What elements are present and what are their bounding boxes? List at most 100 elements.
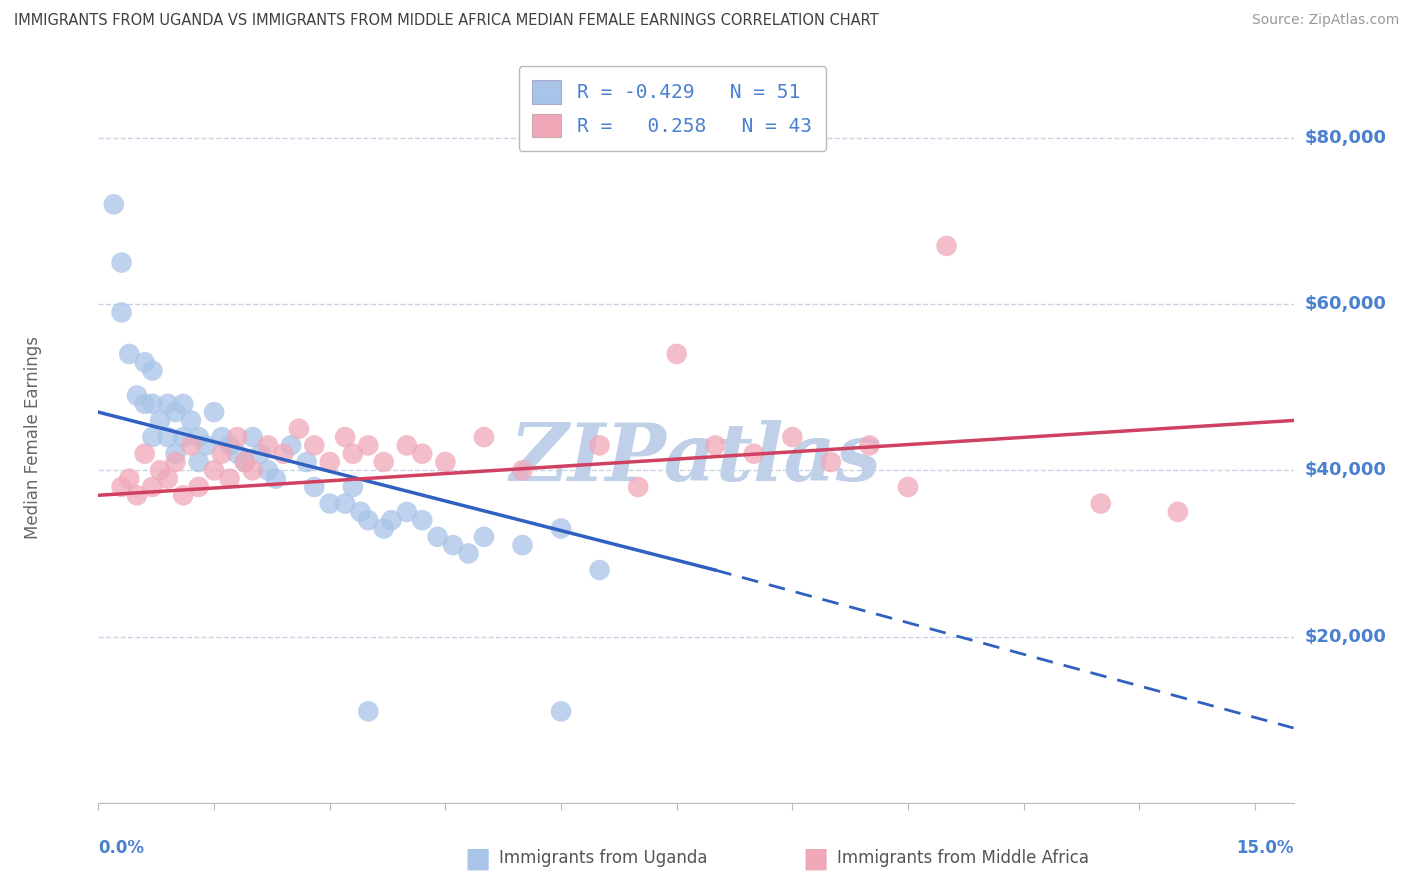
Text: Source: ZipAtlas.com: Source: ZipAtlas.com (1251, 13, 1399, 28)
Point (187, 455, 209, 469)
Text: 0.0%: 0.0% (98, 839, 145, 857)
Point (156, 430, 179, 444)
Point (1167, 505, 1189, 519)
Point (172, 397, 194, 411)
Point (141, 363, 163, 377)
Point (858, 438, 880, 452)
Point (319, 455, 342, 469)
Text: $40,000: $40,000 (1305, 461, 1386, 479)
Point (588, 563, 610, 577)
Point (187, 430, 209, 444)
Point (704, 438, 727, 452)
Point (395, 505, 418, 519)
Point (211, 430, 233, 444)
Text: $20,000: $20,000 (1305, 628, 1386, 646)
Point (472, 530, 495, 544)
Point (180, 413, 202, 427)
Point (426, 530, 449, 544)
Point (195, 438, 218, 452)
Point (134, 397, 156, 411)
Point (357, 705, 380, 719)
Point (333, 430, 356, 444)
Point (141, 480, 163, 494)
Point (165, 455, 187, 469)
Point (165, 447, 187, 461)
Point (897, 480, 920, 494)
Point (110, 255, 132, 269)
Point (472, 430, 495, 444)
Point (333, 497, 356, 511)
Point (165, 405, 187, 419)
Point (665, 347, 688, 361)
Point (118, 347, 141, 361)
Point (110, 480, 132, 494)
Text: ■: ■ (465, 844, 491, 872)
Point (172, 488, 194, 502)
Point (395, 438, 418, 452)
Point (187, 480, 209, 494)
Point (218, 438, 240, 452)
Text: ■: ■ (803, 844, 828, 872)
Point (820, 455, 842, 469)
Point (211, 447, 233, 461)
Point (373, 455, 395, 469)
Point (742, 447, 765, 461)
Point (149, 463, 172, 477)
Point (411, 513, 433, 527)
Text: 15.0%: 15.0% (1236, 839, 1294, 857)
Point (304, 438, 326, 452)
Legend: R = -0.429   N = 51, R =   0.258   N = 43: R = -0.429 N = 51, R = 0.258 N = 43 (519, 66, 825, 151)
Point (434, 455, 457, 469)
Point (935, 239, 957, 253)
Text: IMMIGRANTS FROM UGANDA VS IMMIGRANTS FROM MIDDLE AFRICA MEDIAN FEMALE EARNINGS C: IMMIGRANTS FROM UGANDA VS IMMIGRANTS FRO… (14, 13, 879, 29)
Point (233, 455, 256, 469)
Point (1090, 497, 1112, 511)
Point (512, 538, 534, 552)
Point (233, 455, 256, 469)
Point (550, 705, 572, 719)
Point (342, 447, 364, 461)
Point (218, 472, 240, 486)
Point (103, 197, 125, 211)
Point (441, 538, 464, 552)
Point (627, 480, 650, 494)
Text: Immigrants from Uganda: Immigrants from Uganda (499, 849, 707, 867)
Point (588, 438, 610, 452)
Point (180, 438, 202, 452)
Text: $60,000: $60,000 (1305, 295, 1386, 313)
Point (141, 430, 163, 444)
Text: Median Female Earnings: Median Female Earnings (24, 335, 42, 539)
Point (411, 447, 433, 461)
Point (550, 521, 572, 535)
Point (125, 388, 148, 402)
Point (373, 521, 395, 535)
Point (226, 430, 249, 444)
Point (319, 497, 342, 511)
Point (202, 463, 225, 477)
Point (342, 480, 364, 494)
Point (156, 472, 179, 486)
Point (134, 447, 156, 461)
Point (782, 430, 804, 444)
Point (156, 397, 179, 411)
Point (110, 305, 132, 319)
Point (149, 413, 172, 427)
Point (226, 447, 249, 461)
Point (257, 438, 280, 452)
Point (249, 447, 271, 461)
Text: ZIPatlas: ZIPatlas (510, 420, 882, 498)
Point (304, 480, 326, 494)
Point (512, 463, 534, 477)
Text: $80,000: $80,000 (1305, 128, 1386, 147)
Point (273, 447, 295, 461)
Point (349, 505, 371, 519)
Point (288, 422, 311, 436)
Point (134, 355, 156, 369)
Point (242, 463, 264, 477)
Point (280, 438, 302, 452)
Point (172, 430, 194, 444)
Point (457, 546, 479, 560)
Point (141, 397, 163, 411)
Point (357, 513, 380, 527)
Point (380, 513, 402, 527)
